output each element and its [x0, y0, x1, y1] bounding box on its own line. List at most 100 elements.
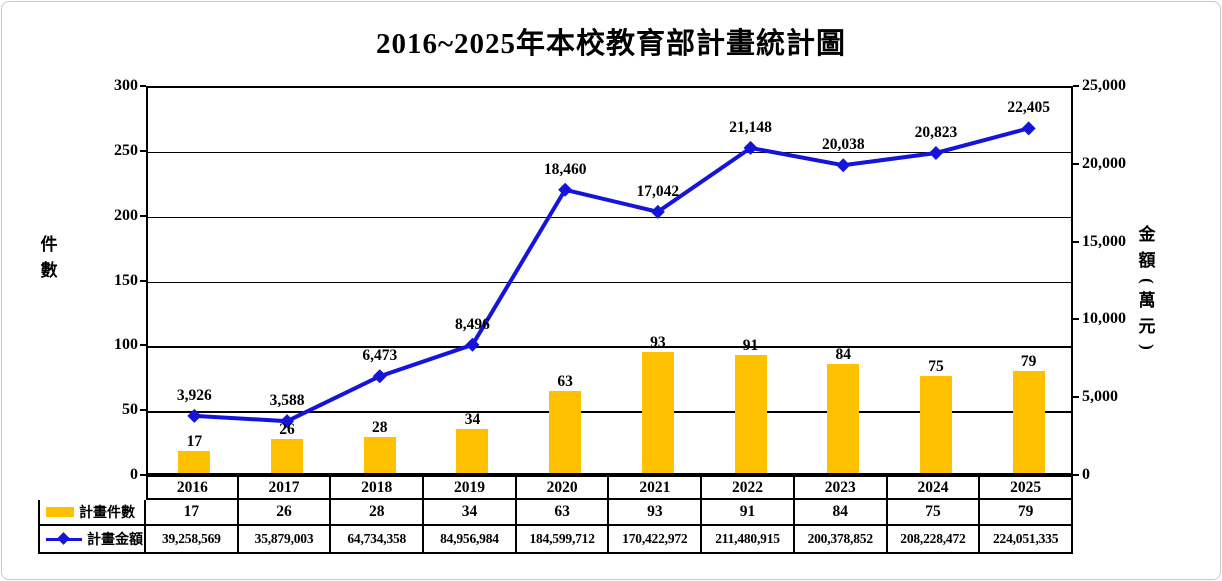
line-value-label: 8,496	[455, 315, 490, 333]
amount-cell: 84,956,984	[424, 526, 517, 554]
amount-cell: 224,051,335	[980, 526, 1073, 554]
bar-value-label: 84	[835, 346, 852, 364]
left-axis-tick-label: 100	[114, 336, 138, 354]
axis-title-char: (	[1138, 278, 1157, 284]
left-axis-tick	[140, 214, 146, 217]
bar-value-label: 75	[928, 357, 944, 375]
right-axis-tick-label: 15,000	[1082, 232, 1126, 250]
count-cell: 63	[516, 500, 610, 526]
axis-title-char: 件	[40, 235, 58, 254]
right-axis-tick	[1073, 396, 1079, 399]
axis-title-char: 金	[1138, 225, 1156, 244]
amount-cell: 64,734,358	[331, 526, 425, 554]
line-value-label: 21,148	[729, 118, 772, 136]
year-header-cell: 2023	[794, 475, 888, 500]
amount-cell: 184,599,712	[516, 526, 610, 554]
bar-value-label: 63	[557, 373, 573, 391]
plot-area: 17 26 28 34 63 93 91 84 75 79 3,926 3,588 6,473 8,496…	[146, 86, 1073, 475]
left-axis-tick	[140, 474, 146, 476]
amount-cell: 200,378,852	[794, 526, 888, 554]
right-axis-tick	[1073, 318, 1079, 321]
line-value-label: 6,473	[362, 347, 398, 365]
bar	[827, 364, 860, 473]
line-point-marker	[372, 369, 387, 384]
bar	[363, 436, 396, 473]
left-axis-title: 件數	[38, 232, 60, 284]
line-value-label: 22,405	[1007, 99, 1050, 117]
grid-line	[148, 216, 1071, 219]
line-point-marker	[1021, 121, 1036, 136]
bar-legend-swatch	[46, 507, 74, 517]
count-cell: 75	[887, 500, 981, 526]
count-cell: 34	[424, 500, 517, 526]
bar-value-label: 91	[742, 337, 759, 354]
right-axis-tick-label: 25,000	[1082, 77, 1126, 94]
count-cell: 79	[980, 500, 1073, 526]
right-axis-tick-label: 10,000	[1082, 310, 1126, 328]
right-axis-tick	[1073, 85, 1079, 87]
bar	[919, 375, 952, 473]
count-cell: 84	[794, 500, 888, 526]
grid-line	[148, 281, 1071, 283]
year-header-cell: 2018	[331, 475, 425, 500]
bar	[549, 391, 582, 473]
amount-cell: 35,879,003	[238, 526, 332, 554]
amount-cell: 211,480,915	[702, 526, 795, 554]
bar-value-label: 34	[464, 410, 481, 428]
right-axis-title: 金額 (萬元)	[1136, 222, 1158, 354]
line-legend-swatch	[46, 532, 82, 545]
bar	[178, 450, 211, 473]
left-axis-tick-label: 250	[114, 141, 138, 159]
chart-title: 2016~2025年本校教育部計畫統計圖	[375, 28, 847, 60]
bar-value-label: 17	[186, 432, 203, 450]
line-point-marker	[836, 158, 851, 173]
year-header-cell: 2024	[887, 475, 981, 500]
line-point-marker	[465, 337, 480, 352]
line-value-label: 3,588	[269, 392, 305, 410]
grid-line	[148, 151, 1071, 154]
right-axis-tick	[1073, 240, 1079, 243]
bar	[271, 439, 304, 473]
right-axis-tick	[1073, 474, 1079, 476]
line-value-label: 3,926	[176, 386, 212, 404]
year-header-cell: 2016	[146, 475, 239, 500]
year-header-cell: 2020	[516, 475, 610, 500]
amount-cell: 39,258,569	[146, 526, 239, 554]
left-axis-tick	[140, 409, 146, 412]
axis-title-char: 萬	[1138, 291, 1156, 310]
right-axis-tick-label: 5,000	[1082, 388, 1118, 406]
line-value-label: 18,460	[543, 160, 587, 178]
count-cell: 26	[238, 500, 332, 526]
bar	[1012, 370, 1045, 473]
year-header-cell: 2019	[424, 475, 517, 500]
left-axis-tick-label: 50	[122, 401, 138, 419]
axis-title-char: 數	[40, 261, 58, 280]
year-header-cell: 2022	[702, 475, 795, 500]
legend-label: 計畫金額	[87, 533, 143, 548]
line-value-label: 20,823	[914, 123, 958, 141]
amount-cell: 170,422,972	[609, 526, 703, 554]
bar	[641, 352, 674, 473]
table-corner-spacer	[38, 475, 146, 500]
line-path	[194, 126, 1030, 424]
count-cell: 91	[702, 500, 795, 526]
year-header-cell: 2017	[238, 475, 332, 500]
left-axis-tick	[140, 279, 146, 282]
count-cell: 93	[609, 500, 703, 526]
right-axis-tick-label: 0	[1082, 466, 1090, 483]
count-cell: 28	[331, 500, 425, 526]
amount-cell: 208,228,472	[887, 526, 981, 554]
year-header-cell: 2025	[980, 475, 1073, 500]
left-axis-tick-label: 150	[114, 271, 138, 289]
left-axis-tick	[140, 149, 146, 152]
bar-value-label: 93	[650, 334, 666, 352]
data-table: 2016 2017 2018 2019 2020 2021 2022 2023 2024 2025…	[38, 475, 1073, 554]
right-axis-tick-label: 20,000	[1082, 154, 1126, 172]
line-value-label: 20,038	[821, 136, 865, 154]
line-point-marker	[558, 182, 573, 197]
left-axis-tick	[140, 344, 146, 347]
line-value-label: 17,042	[636, 182, 680, 200]
line-legend-diamond-icon	[57, 532, 70, 545]
bar-value-label: 26	[279, 421, 295, 439]
